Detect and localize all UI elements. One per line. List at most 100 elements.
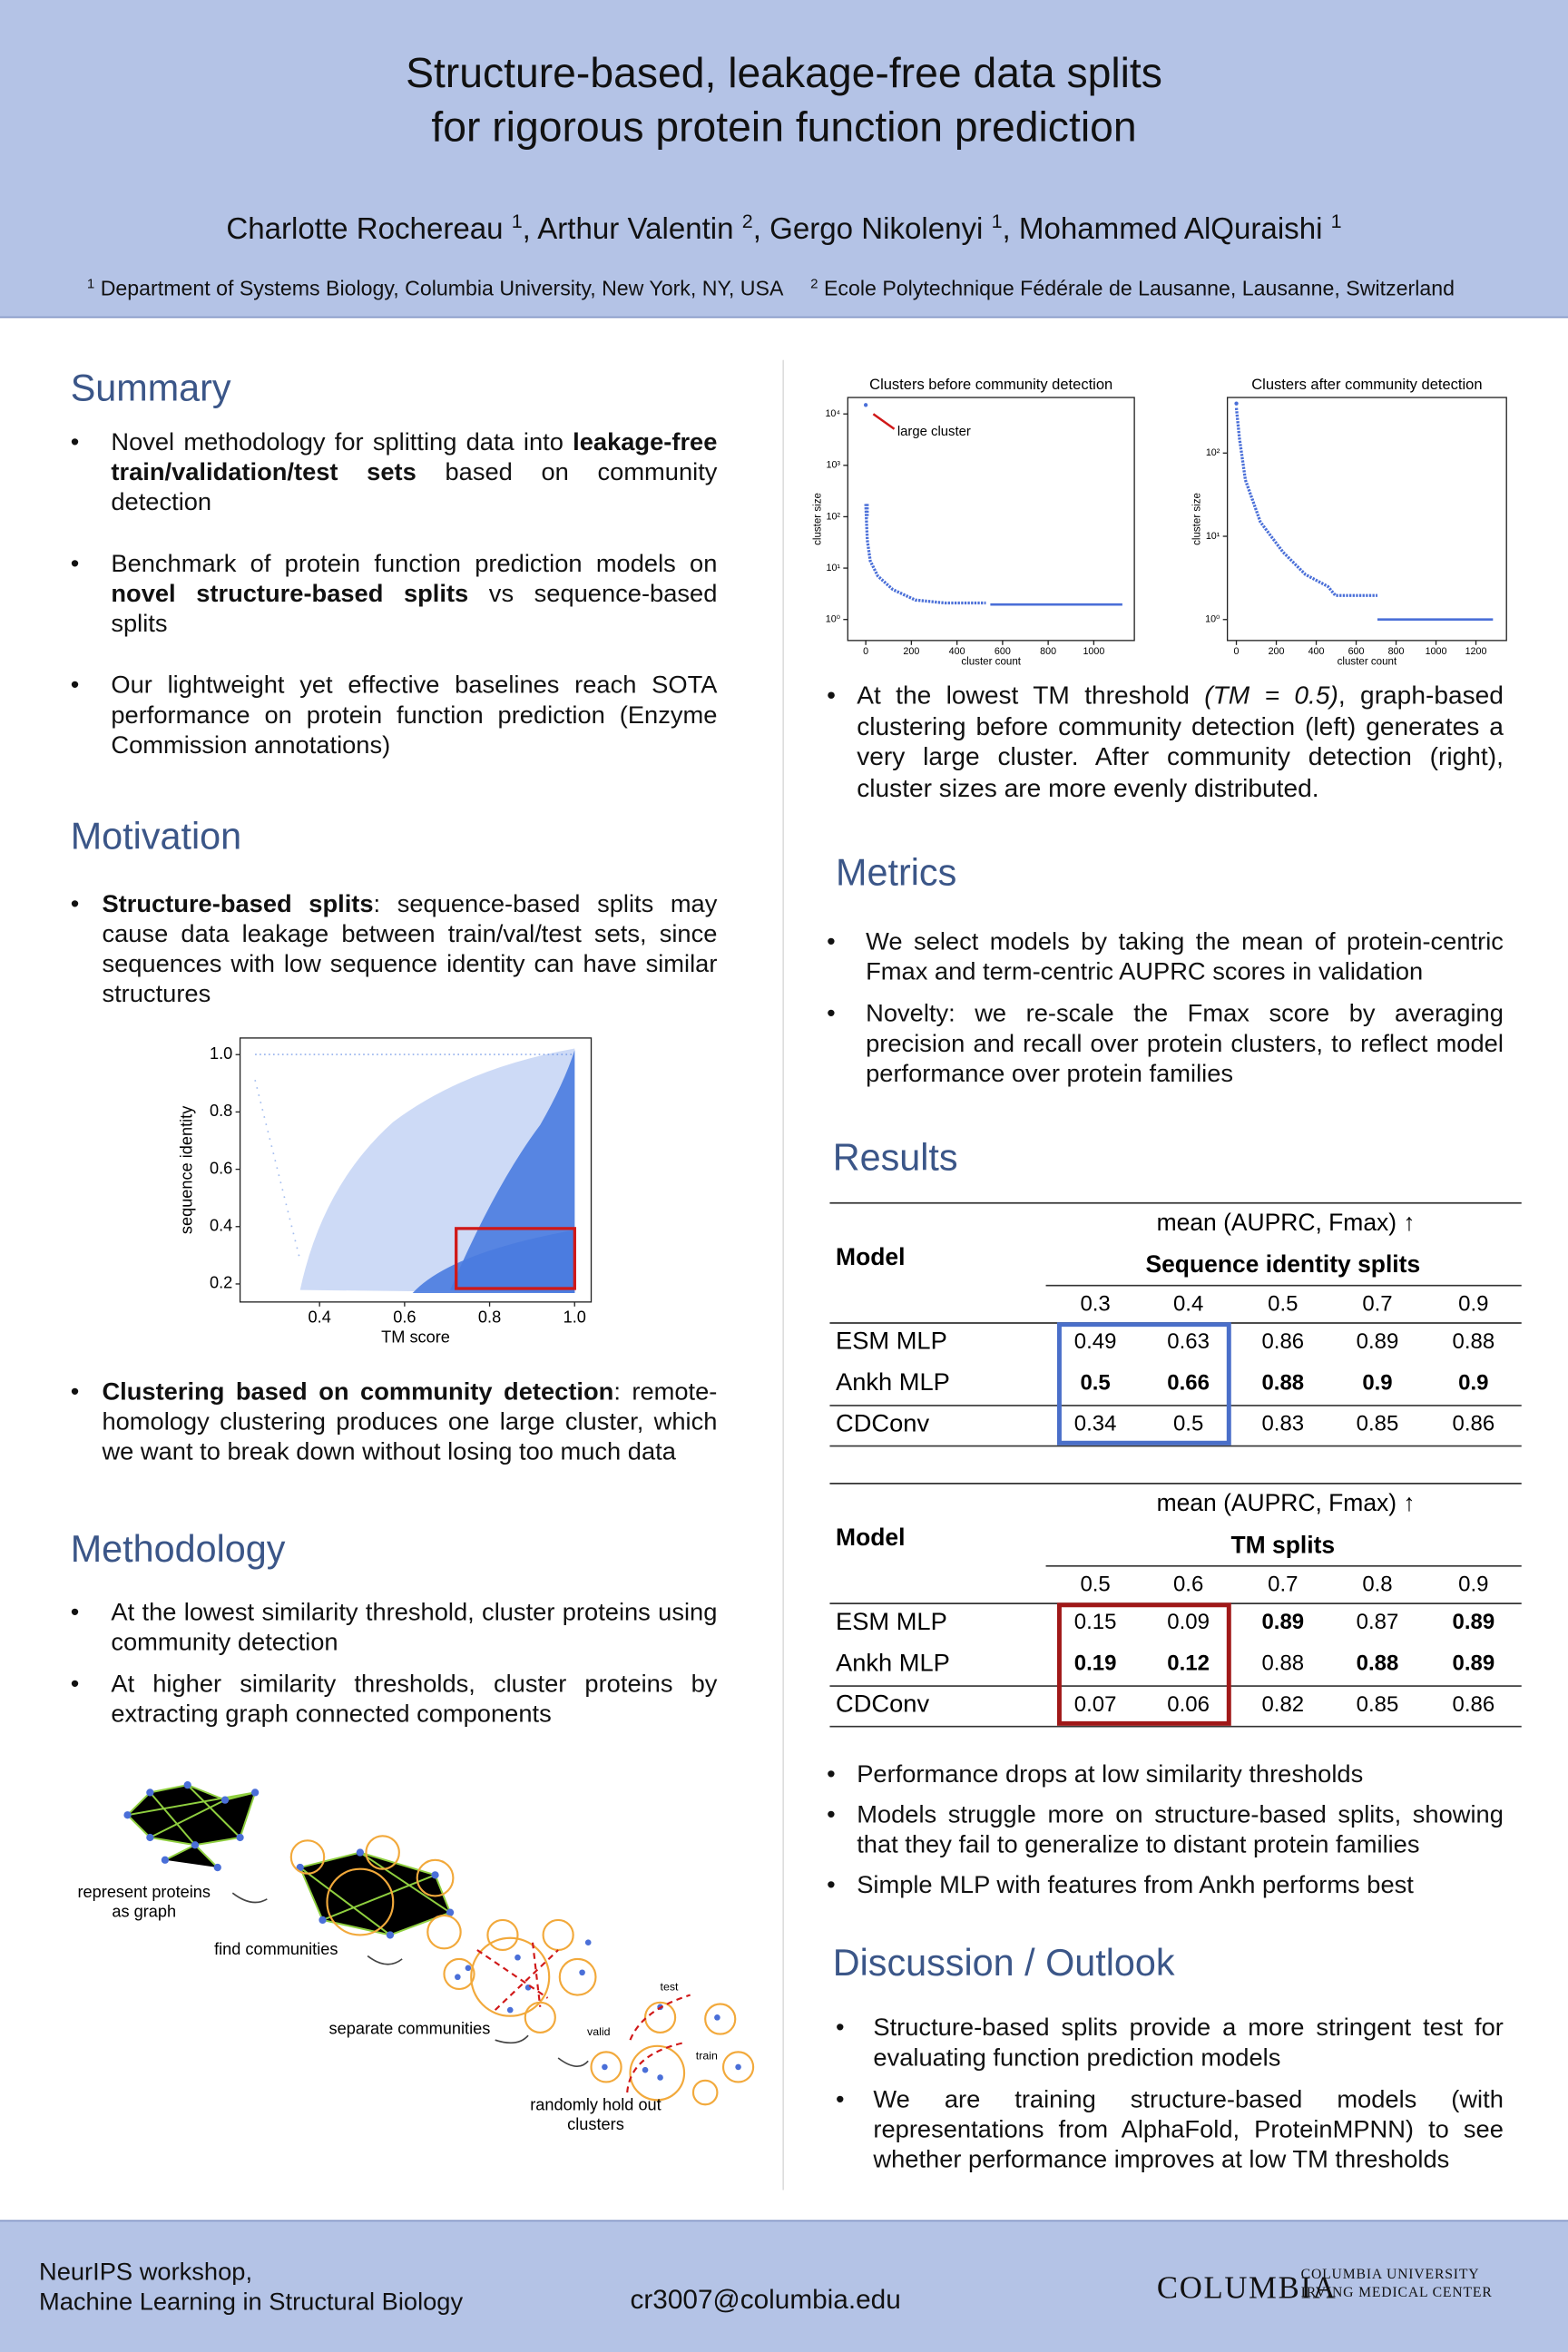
- cell: 0.83: [1261, 1412, 1304, 1436]
- text-run: 1: [511, 210, 523, 232]
- y-tick-label: 10⁴: [825, 408, 840, 419]
- x-tick-label: 0: [863, 646, 868, 657]
- bullet: Our lightweight yet effective baselines …: [71, 671, 718, 760]
- title-line: Structure-based, leakage-free data split…: [406, 49, 1162, 96]
- x-axis-label: cluster count: [961, 657, 1021, 668]
- cell: 0.87: [1357, 1610, 1399, 1634]
- diagram-label: test: [661, 1981, 680, 1994]
- authors: Charlotte Rochereau 1, Arthur Valentin 2…: [0, 210, 1568, 248]
- results-tables: mean (AUPRC, Fmax) ↑ Sequence identity sp…: [829, 1201, 1522, 1728]
- table: mean (AUPRC, Fmax) ↑ Sequence identity sp…: [829, 1201, 1522, 1447]
- cell: 0.5: [1173, 1412, 1203, 1436]
- threshold: 0.5: [1080, 1573, 1110, 1597]
- text-run: 1: [1330, 210, 1342, 232]
- cell: 0.07: [1074, 1692, 1117, 1717]
- section-heading: Discussion / Outlook: [832, 1942, 1175, 1984]
- threshold: 0.9: [1458, 1573, 1488, 1597]
- threshold: 0.6: [1173, 1573, 1203, 1597]
- threshold: 0.9: [1458, 1291, 1488, 1316]
- bullet: We select models by taking the mean of p…: [827, 927, 1504, 987]
- y-axis-label: cluster size: [812, 493, 823, 545]
- x-tick-label: 400: [949, 646, 965, 657]
- header: Structure-based, leakage-free data split…: [0, 0, 1568, 318]
- plot-title: Clusters before community detection: [869, 376, 1112, 393]
- plot-title: Clusters after community detection: [1251, 376, 1482, 393]
- bullet: Simple MLP with features from Ankh perfo…: [827, 1870, 1504, 1900]
- table-header: mean (AUPRC, Fmax) ↑: [1157, 1489, 1416, 1516]
- text-run: Novel methodology for splitting data int…: [111, 428, 573, 456]
- plot: 0 200 400 600 800 1000 10⁰ 10¹ 10² 10³ 10⁴ cluster …: [812, 376, 1135, 668]
- venue: NeurIPS workshop,: [38, 2259, 253, 2287]
- text-run: leakage-free train/validation/test sets: [111, 428, 718, 486]
- cell: 0.86: [1452, 1412, 1494, 1436]
- section-heading: Metrics: [836, 851, 957, 895]
- x-tick-label: 200: [903, 646, 919, 657]
- text-run: Our lightweight yet effective baselines …: [111, 671, 718, 760]
- title-line: for rigorous protein function prediction: [431, 103, 1137, 151]
- x-tick-label: 0.4: [309, 1308, 331, 1326]
- y-tick-label: 0.4: [210, 1217, 232, 1235]
- text-run: 1: [86, 276, 95, 291]
- x-tick-label: 1.0: [564, 1308, 586, 1326]
- logo-text: COLUMBIA: [1156, 2269, 1338, 2306]
- threshold: 0.8: [1362, 1573, 1392, 1597]
- threshold: 0.3: [1080, 1291, 1110, 1316]
- method-diagram: [123, 1781, 755, 2106]
- cluster-curves: [864, 407, 1494, 622]
- diagram-label: valid: [587, 2025, 611, 2038]
- model-name: CDConv: [836, 1409, 929, 1437]
- plot-frame: [239, 1037, 593, 1303]
- y-tick-label: 10²: [1206, 447, 1220, 458]
- diagram-label: represent proteins: [77, 1883, 210, 1901]
- text-run: Structure-based splits: [102, 890, 374, 918]
- y-tick-label: 10¹: [1206, 531, 1220, 542]
- model-name: ESM MLP: [836, 1607, 947, 1635]
- scatter-cloud: [254, 1048, 576, 1293]
- diagram-label: separate communities: [329, 2019, 491, 2037]
- cell: 0.06: [1167, 1692, 1210, 1717]
- cell: 0.63: [1167, 1329, 1210, 1354]
- y-axis-label: sequence identity: [177, 1105, 195, 1234]
- y-axis-label: cluster size: [1192, 493, 1203, 545]
- y-tick-label: 0.6: [210, 1159, 232, 1177]
- text-run: (TM = 0.5): [1204, 681, 1338, 710]
- text-run: Ecole Polytechnique Fédérale de Lausanne…: [818, 276, 1455, 300]
- section-heading: Summary: [70, 367, 231, 410]
- text-run: , Mohammed AlQuraishi: [1002, 212, 1331, 247]
- cell: 0.86: [1452, 1692, 1494, 1717]
- cell: 0.89: [1452, 1651, 1494, 1675]
- email: cr3007@columbia.edu: [630, 2284, 901, 2315]
- text-run: Charlotte Rochereau: [226, 212, 512, 247]
- x-tick-label: 0.8: [478, 1308, 501, 1326]
- table-header: mean (AUPRC, Fmax) ↑: [1157, 1209, 1416, 1236]
- text-run: At the lowest TM threshold: [857, 681, 1205, 710]
- cell: 0.49: [1074, 1329, 1117, 1354]
- text-run: : sequence-based splits may cause data l…: [102, 890, 718, 1008]
- y-tick-label: 0.2: [210, 1274, 232, 1292]
- annotation-arrow: [872, 413, 896, 430]
- table-model-label: Model: [836, 1243, 905, 1270]
- x-tick-label: 600: [1348, 646, 1365, 657]
- x-tick-label: 800: [1040, 646, 1056, 657]
- y-tick-label: 0.8: [210, 1102, 232, 1120]
- text-run: Department of Systems Biology, Columbia …: [94, 276, 784, 300]
- cell: 0.89: [1261, 1610, 1304, 1634]
- affiliations: 1 Department of Systems Biology, Columbi…: [87, 276, 1455, 299]
- bullet: We are training structure-based models (…: [836, 2085, 1504, 2175]
- threshold: 0.7: [1362, 1291, 1392, 1316]
- x-axis-label: cluster count: [1338, 657, 1397, 668]
- x-tick-label: 400: [1308, 646, 1325, 657]
- diagram-label: find communities: [214, 1940, 338, 1958]
- cell: 0.09: [1167, 1610, 1210, 1634]
- cell: 0.85: [1357, 1692, 1399, 1717]
- text-run: novel structure-based splits: [111, 580, 469, 608]
- text-run: Benchmark of protein function prediction…: [111, 550, 718, 578]
- cell: 0.34: [1074, 1412, 1117, 1436]
- bullet: At higher similarity thresholds, cluster…: [71, 1670, 718, 1730]
- y-tick-label: 10²: [826, 511, 840, 522]
- cell: 0.89: [1357, 1329, 1399, 1354]
- bullet: Structure-based splits: sequence-based s…: [71, 889, 718, 1009]
